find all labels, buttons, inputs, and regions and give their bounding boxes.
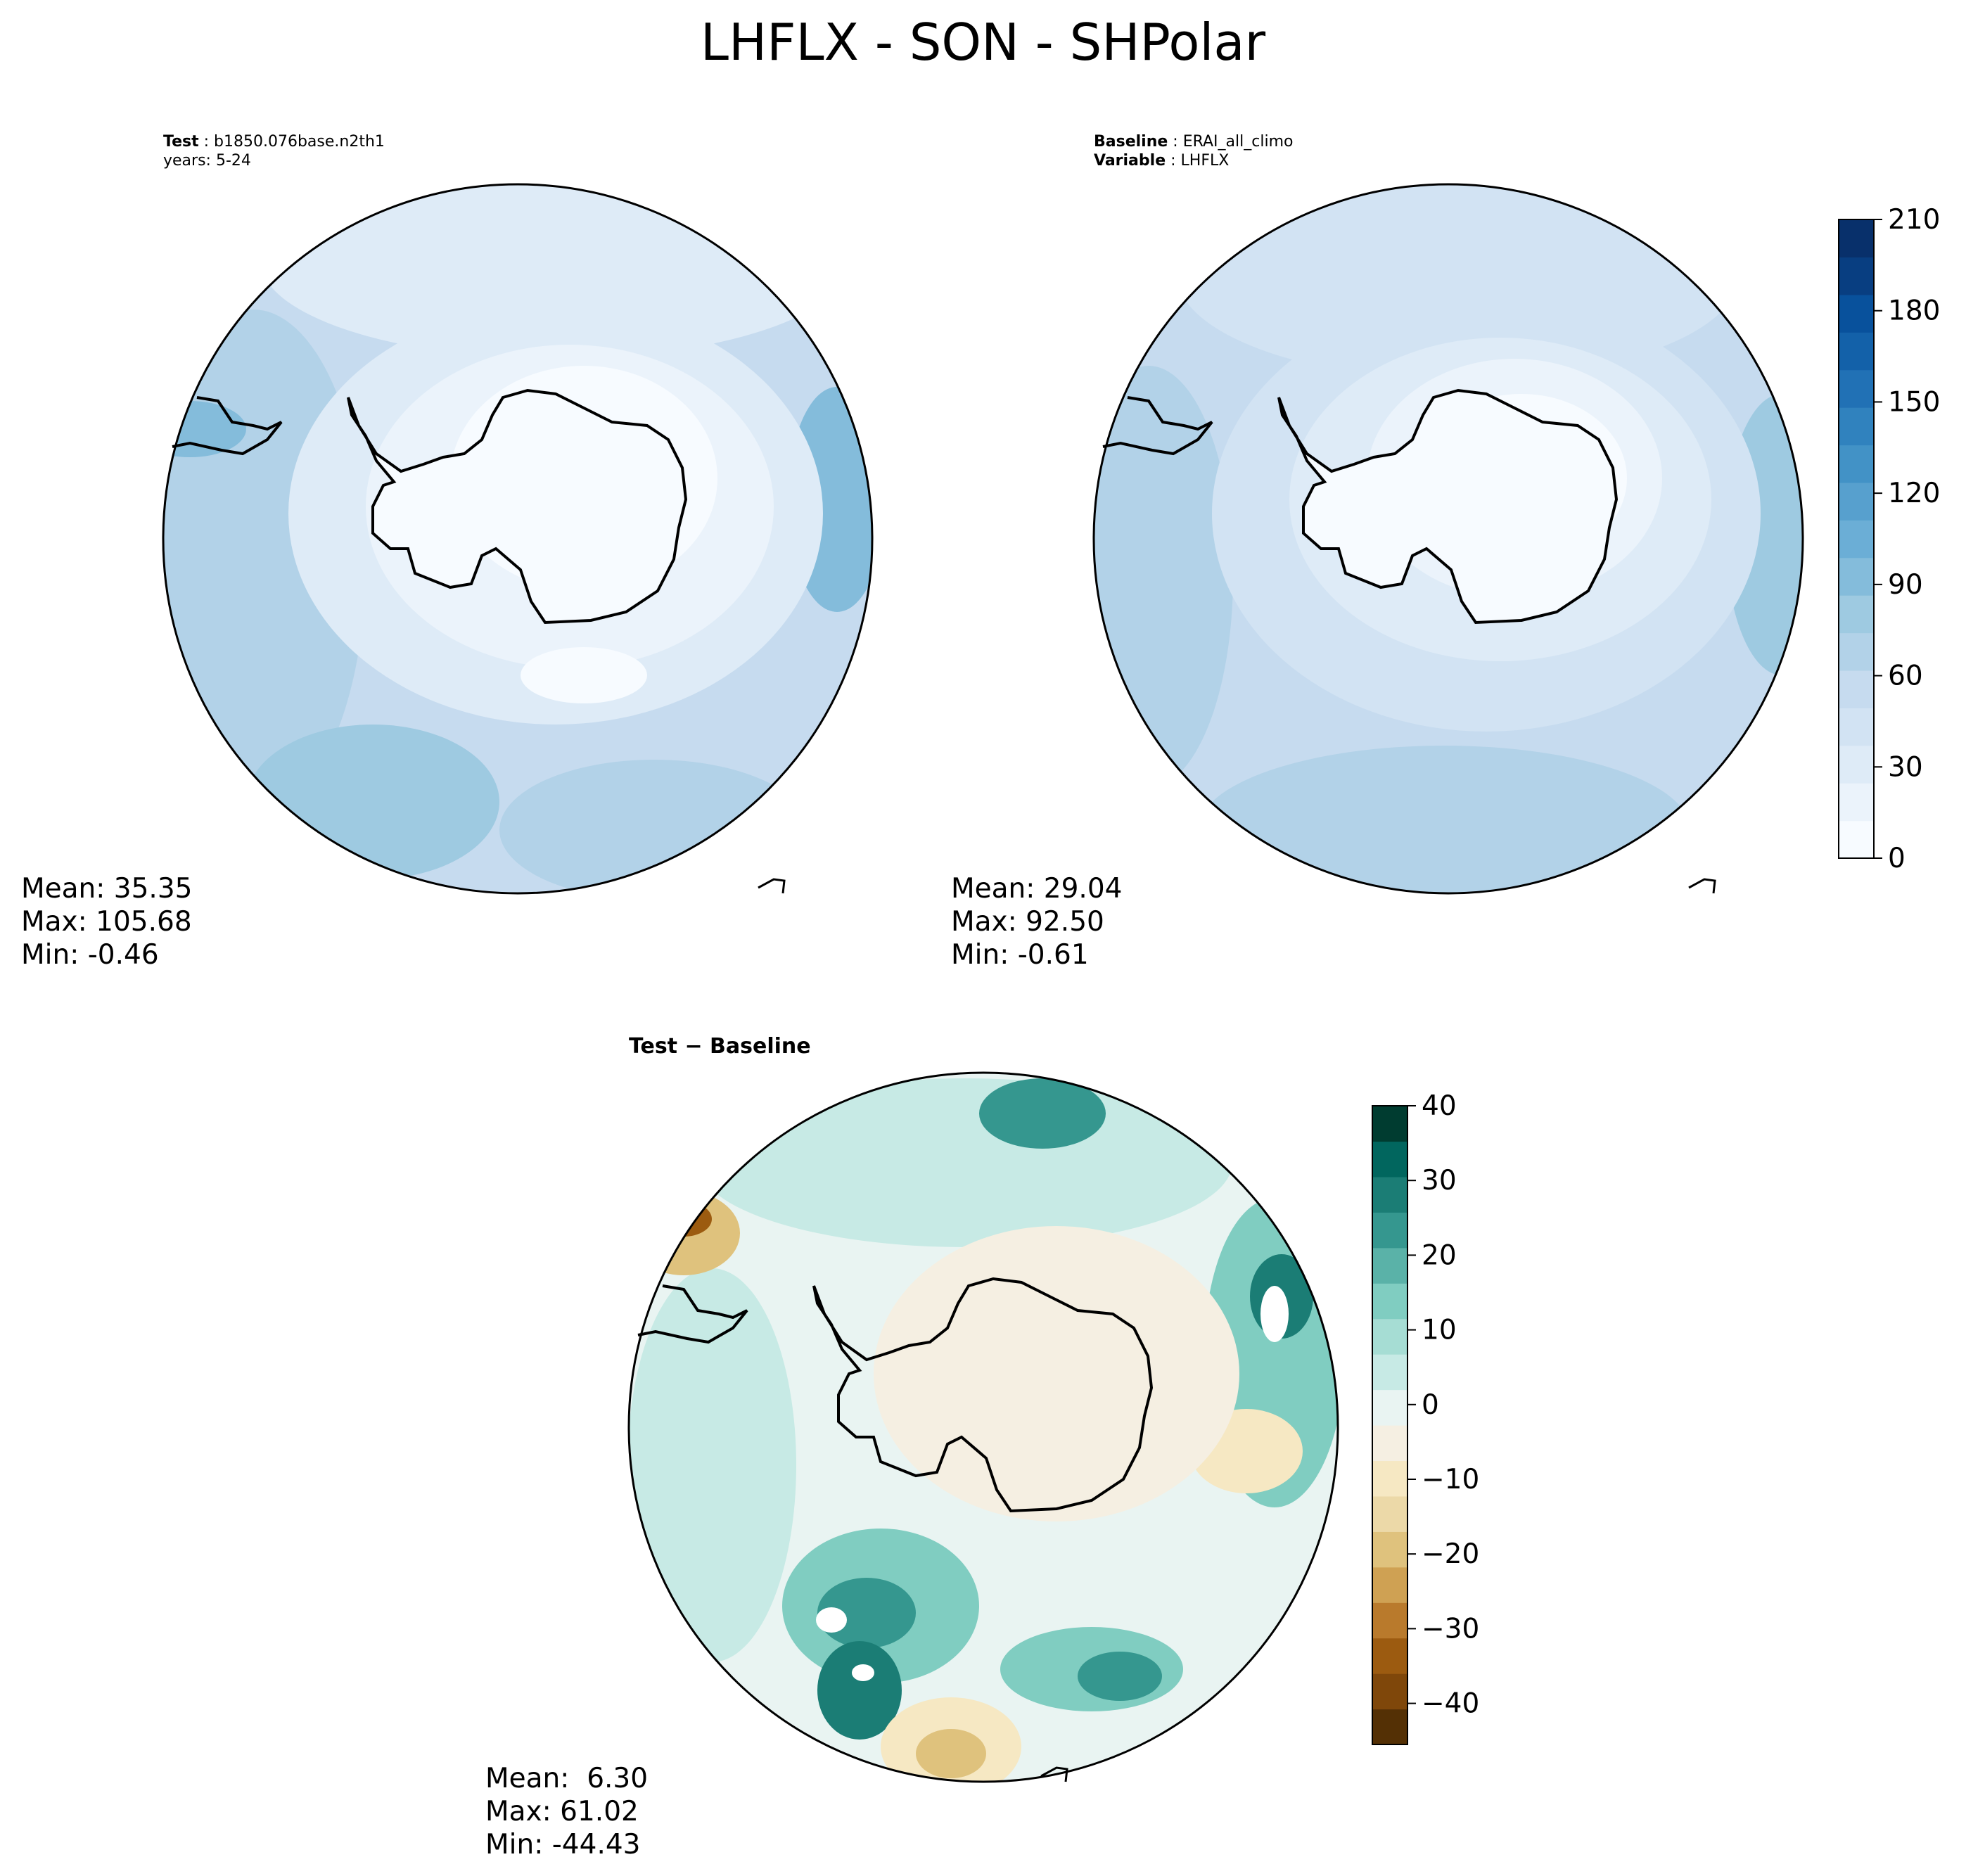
test-max: Max: 105.68 <box>21 906 192 938</box>
test-mean: Mean: 35.35 <box>21 873 193 905</box>
colorbar-band <box>1372 1602 1408 1639</box>
diff-max: Max: 61.02 <box>485 1796 639 1827</box>
colorbar-tick-label: 10 <box>1422 1315 1457 1346</box>
colorbar-band <box>1372 1176 1408 1213</box>
baseline-map <box>1092 183 1804 895</box>
colorbar-frame <box>1372 1105 1408 1745</box>
variable-label-value: LHFLX <box>1180 152 1230 170</box>
diff-label: Test − Baseline <box>629 1034 811 1059</box>
diff-min: Min: -44.43 <box>485 1829 641 1861</box>
colorbar-frame <box>1838 219 1875 859</box>
colorbar-band <box>1372 1566 1408 1603</box>
colorbar-tick-label: −10 <box>1422 1464 1479 1495</box>
test-label-value: b1850.076base.n2th1 <box>214 133 385 151</box>
test-label-key: Test <box>163 133 199 151</box>
baseline-max: Max: 92.50 <box>951 906 1104 938</box>
colorbar-tick-label: 150 <box>1888 386 1940 418</box>
island-outline <box>758 878 786 894</box>
colorbar-tick-label: 180 <box>1888 295 1940 327</box>
colorbar-band <box>1839 332 1874 371</box>
colorbar-band <box>1372 1141 1408 1178</box>
colorbar-band <box>1839 820 1874 859</box>
colorbar-tick-label: −30 <box>1422 1613 1479 1645</box>
colorbar-band <box>1839 257 1874 295</box>
baseline-min: Min: -0.61 <box>951 939 1089 971</box>
antarctica-coastline <box>347 388 688 625</box>
colorbar-tick-label: 0 <box>1422 1389 1439 1421</box>
colorbar-band <box>1839 445 1874 483</box>
colorbar-band <box>1372 1495 1408 1532</box>
antarctica-coastline <box>812 1277 1154 1513</box>
colorbar-band <box>1839 708 1874 746</box>
colorbar-tick-label: 0 <box>1888 843 1906 874</box>
island-outline <box>1688 878 1716 894</box>
test-years: years: 5-24 <box>163 152 251 170</box>
colorbar-band <box>1839 219 1874 258</box>
diff-stats: Mean: 6.30 Max: 61.02 Min: -44.43 <box>485 1762 648 1861</box>
colorbar-tick-label: 30 <box>1888 751 1923 783</box>
colorbar-band <box>1372 1425 1408 1462</box>
colorbar-band <box>1839 294 1874 333</box>
colorbar-band <box>1372 1389 1408 1426</box>
figure-title: LHFLX - SON - SHPolar <box>700 13 1266 72</box>
colorbar-tick-label: 20 <box>1422 1239 1457 1271</box>
colorbar-band <box>1839 407 1874 446</box>
colorbar-band <box>1372 1638 1408 1674</box>
variable-label-key: Variable <box>1094 152 1166 170</box>
colorbar-band <box>1372 1709 1408 1745</box>
colorbar-tick-label: 120 <box>1888 478 1940 509</box>
baseline-map-frame <box>1092 183 1804 895</box>
colorbar-band <box>1839 670 1874 708</box>
colorbar-tick-label: 30 <box>1422 1165 1457 1197</box>
baseline-mean: Mean: 29.04 <box>951 873 1123 905</box>
colorbar-tick-label: 40 <box>1422 1090 1457 1122</box>
main-colorbar: 0 30 60 90 120 150 180 210 <box>1838 204 1940 874</box>
south-america-coastline <box>172 396 283 456</box>
colorbar-band <box>1372 1460 1408 1497</box>
colorbar-tick-label: 60 <box>1888 661 1923 692</box>
colorbar-band <box>1839 557 1874 596</box>
colorbar-band <box>1839 369 1874 408</box>
baseline-stats: Mean: 29.04 Max: 92.50 Min: -0.61 <box>951 872 1122 971</box>
colorbar-tick-label: 210 <box>1888 204 1940 236</box>
antarctica-coastline <box>1277 388 1619 625</box>
island-outline <box>1040 1766 1068 1782</box>
south-america-coastline <box>637 1284 748 1344</box>
diff-mean: Mean: 6.30 <box>485 1763 649 1794</box>
test-stats: Mean: 35.35 Max: 105.68 Min: -0.46 <box>21 872 192 971</box>
colorbar-tick-label: 90 <box>1888 569 1923 601</box>
diff-colorbar: 40 30 20 10 0 −10 −20 −30 −40 <box>1372 1090 1479 1745</box>
colorbar-band <box>1372 1531 1408 1568</box>
diff-map <box>627 1071 1339 1783</box>
colorbar-band <box>1372 1354 1408 1391</box>
colorbar-band <box>1839 783 1874 822</box>
colorbar-band <box>1372 1212 1408 1249</box>
baseline-label: Baseline : ERAI_all_climo Variable : LHF… <box>1094 133 1294 170</box>
colorbar-tick-label: −40 <box>1422 1688 1479 1720</box>
test-map <box>162 183 874 895</box>
colorbar-band <box>1839 745 1874 784</box>
test-label: Test : b1850.076base.n2th1 years: 5-24 <box>163 133 385 170</box>
test-map-frame <box>162 183 874 895</box>
colorbar-band <box>1372 1318 1408 1355</box>
colorbar-band <box>1372 1247 1408 1284</box>
colorbar-band <box>1839 632 1874 671</box>
colorbar-band <box>1372 1106 1408 1142</box>
baseline-label-key: Baseline <box>1094 133 1168 151</box>
colorbar-band <box>1839 520 1874 559</box>
diff-map-frame <box>627 1071 1339 1783</box>
south-america-coastline <box>1102 396 1213 456</box>
colorbar-band <box>1372 1283 1408 1320</box>
test-min: Min: -0.46 <box>21 939 159 971</box>
colorbar-band <box>1839 595 1874 634</box>
colorbar-tick-label: −20 <box>1422 1538 1479 1570</box>
colorbar-band <box>1839 482 1874 521</box>
baseline-label-value: ERAI_all_climo <box>1182 133 1294 151</box>
colorbar-band <box>1372 1673 1408 1710</box>
